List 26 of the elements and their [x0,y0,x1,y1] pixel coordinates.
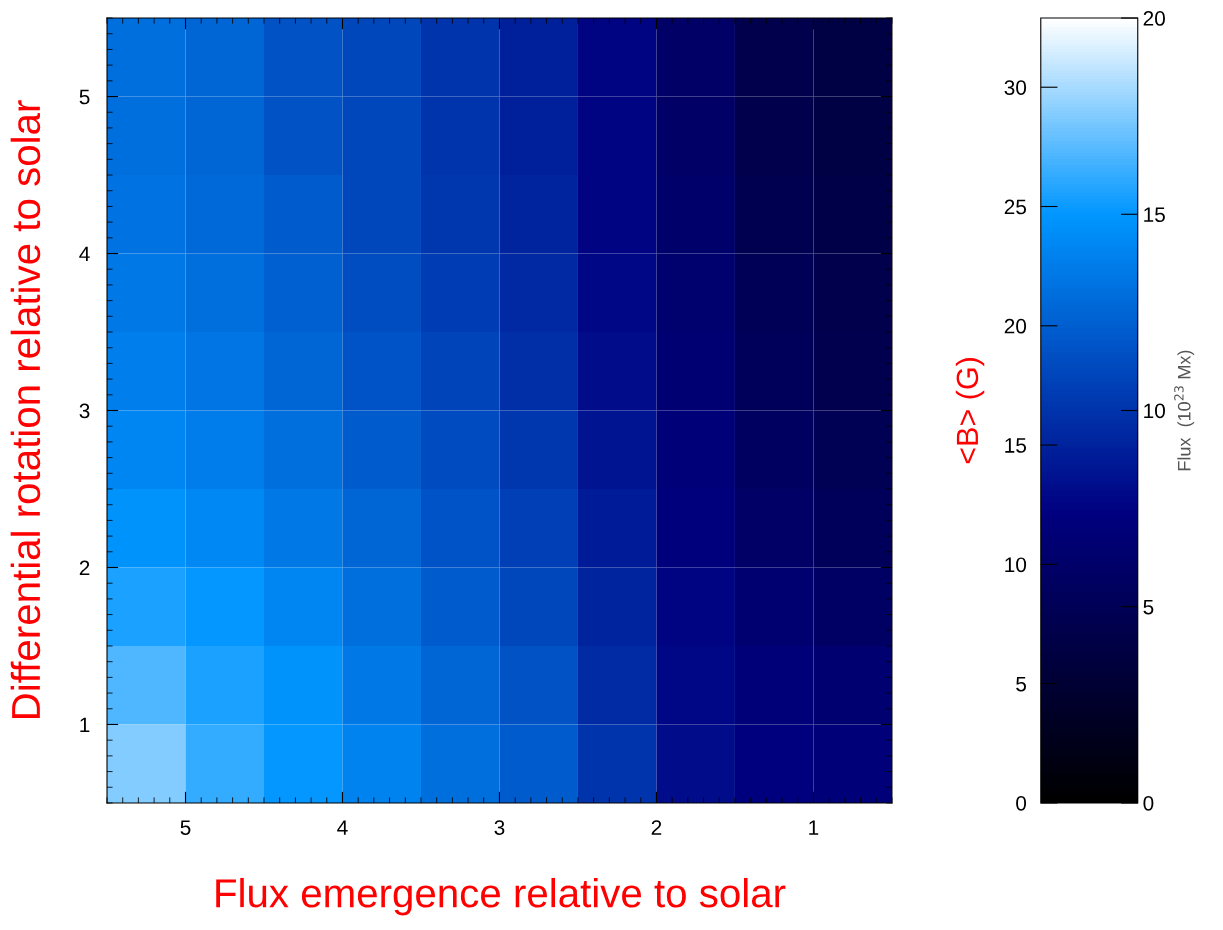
y-tick-label: 3 [79,403,90,419]
x-tick-label: 5 [180,820,191,835]
color-bar-title: Flux (10$^{23}$ Mx) [1174,350,1195,471]
color-bar-label: 15 [1144,207,1165,223]
y-axis-title: Differential rotation relative to solar [10,100,41,718]
color-bar-label: 5 [1143,599,1154,615]
y2-axis-title: <B> (G) [955,358,985,464]
color-bar-label: 10 [1144,403,1165,419]
y2-tick-label: 20 [1004,318,1027,334]
y2-tick-label: 5 [1016,676,1027,692]
y2-tick-label: 0 [1016,795,1027,811]
y-tick-label: 4 [79,246,90,262]
color-bar-label: 20 [1143,11,1165,26]
y2-tick-label: 25 [1004,199,1027,215]
y-tick-label: 5 [79,89,90,105]
color-bar-label: 0 [1143,795,1154,811]
y2-tick-label: 30 [1004,80,1027,95]
x-axis-title: Flux emergence relative to solar [216,877,786,916]
x-tick-label: 4 [337,820,348,835]
x-tick-label: 1 [809,820,819,835]
y2-tick-label: 10 [1005,557,1027,573]
y2-tick-label: 15 [1005,438,1027,453]
y-tick-label: 2 [79,560,90,576]
y-tick-label: 1 [80,717,90,733]
x-tick-label: 2 [651,820,662,835]
x-tick-label: 3 [494,820,505,835]
